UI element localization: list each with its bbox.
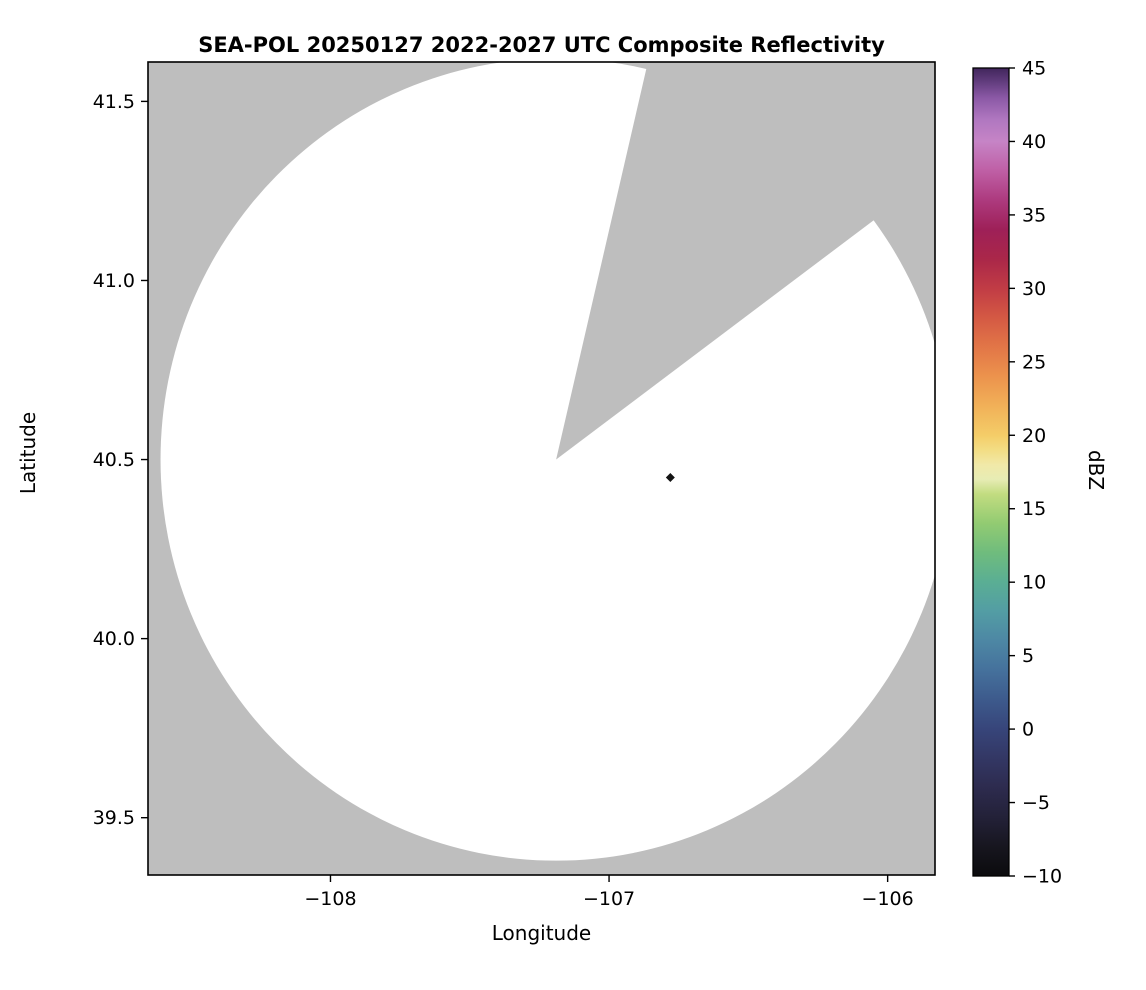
y-tick-label: 39.5	[93, 807, 135, 829]
y-tick-label: 41.0	[93, 270, 135, 292]
colorbar-tick-label: 35	[1022, 204, 1046, 226]
y-tick-label: 40.0	[93, 628, 135, 650]
x-tick-label: −107	[583, 888, 635, 910]
colorbar-tick-label: 45	[1022, 58, 1046, 80]
colorbar-tick-label: 10	[1022, 572, 1046, 594]
y-tick-label: 41.5	[93, 91, 135, 113]
colorbar-tick-label: 40	[1022, 131, 1046, 153]
y-tick-label: 40.5	[93, 449, 135, 471]
colorbar-gradient	[972, 67, 1010, 877]
colorbar-tick-label: 25	[1022, 351, 1046, 373]
colorbar-tick-label: −5	[1022, 792, 1050, 814]
x-axis-label: Longitude	[491, 921, 592, 945]
colorbar-tick-label: 20	[1022, 425, 1046, 447]
colorbar-tick-label: 0	[1022, 719, 1034, 741]
missing-sector-wedge	[556, 62, 935, 460]
chart-title: SEA-POL 20250127 2022-2027 UTC Composite…	[198, 33, 885, 57]
colorbar-tick-label: 15	[1022, 498, 1046, 520]
plot-data-layer	[160, 62, 935, 861]
colorbar-tick-label: 30	[1022, 278, 1046, 300]
x-tick-label: −106	[862, 888, 914, 910]
x-tick-label: −108	[304, 888, 356, 910]
colorbar-tick-label: −10	[1022, 866, 1062, 888]
colorbar-label: dBZ	[1084, 449, 1108, 491]
y-axis-label: Latitude	[16, 411, 40, 495]
echo-marker	[665, 472, 675, 482]
plot-border	[147, 61, 936, 876]
colorbar-tick-label: 5	[1022, 645, 1034, 667]
